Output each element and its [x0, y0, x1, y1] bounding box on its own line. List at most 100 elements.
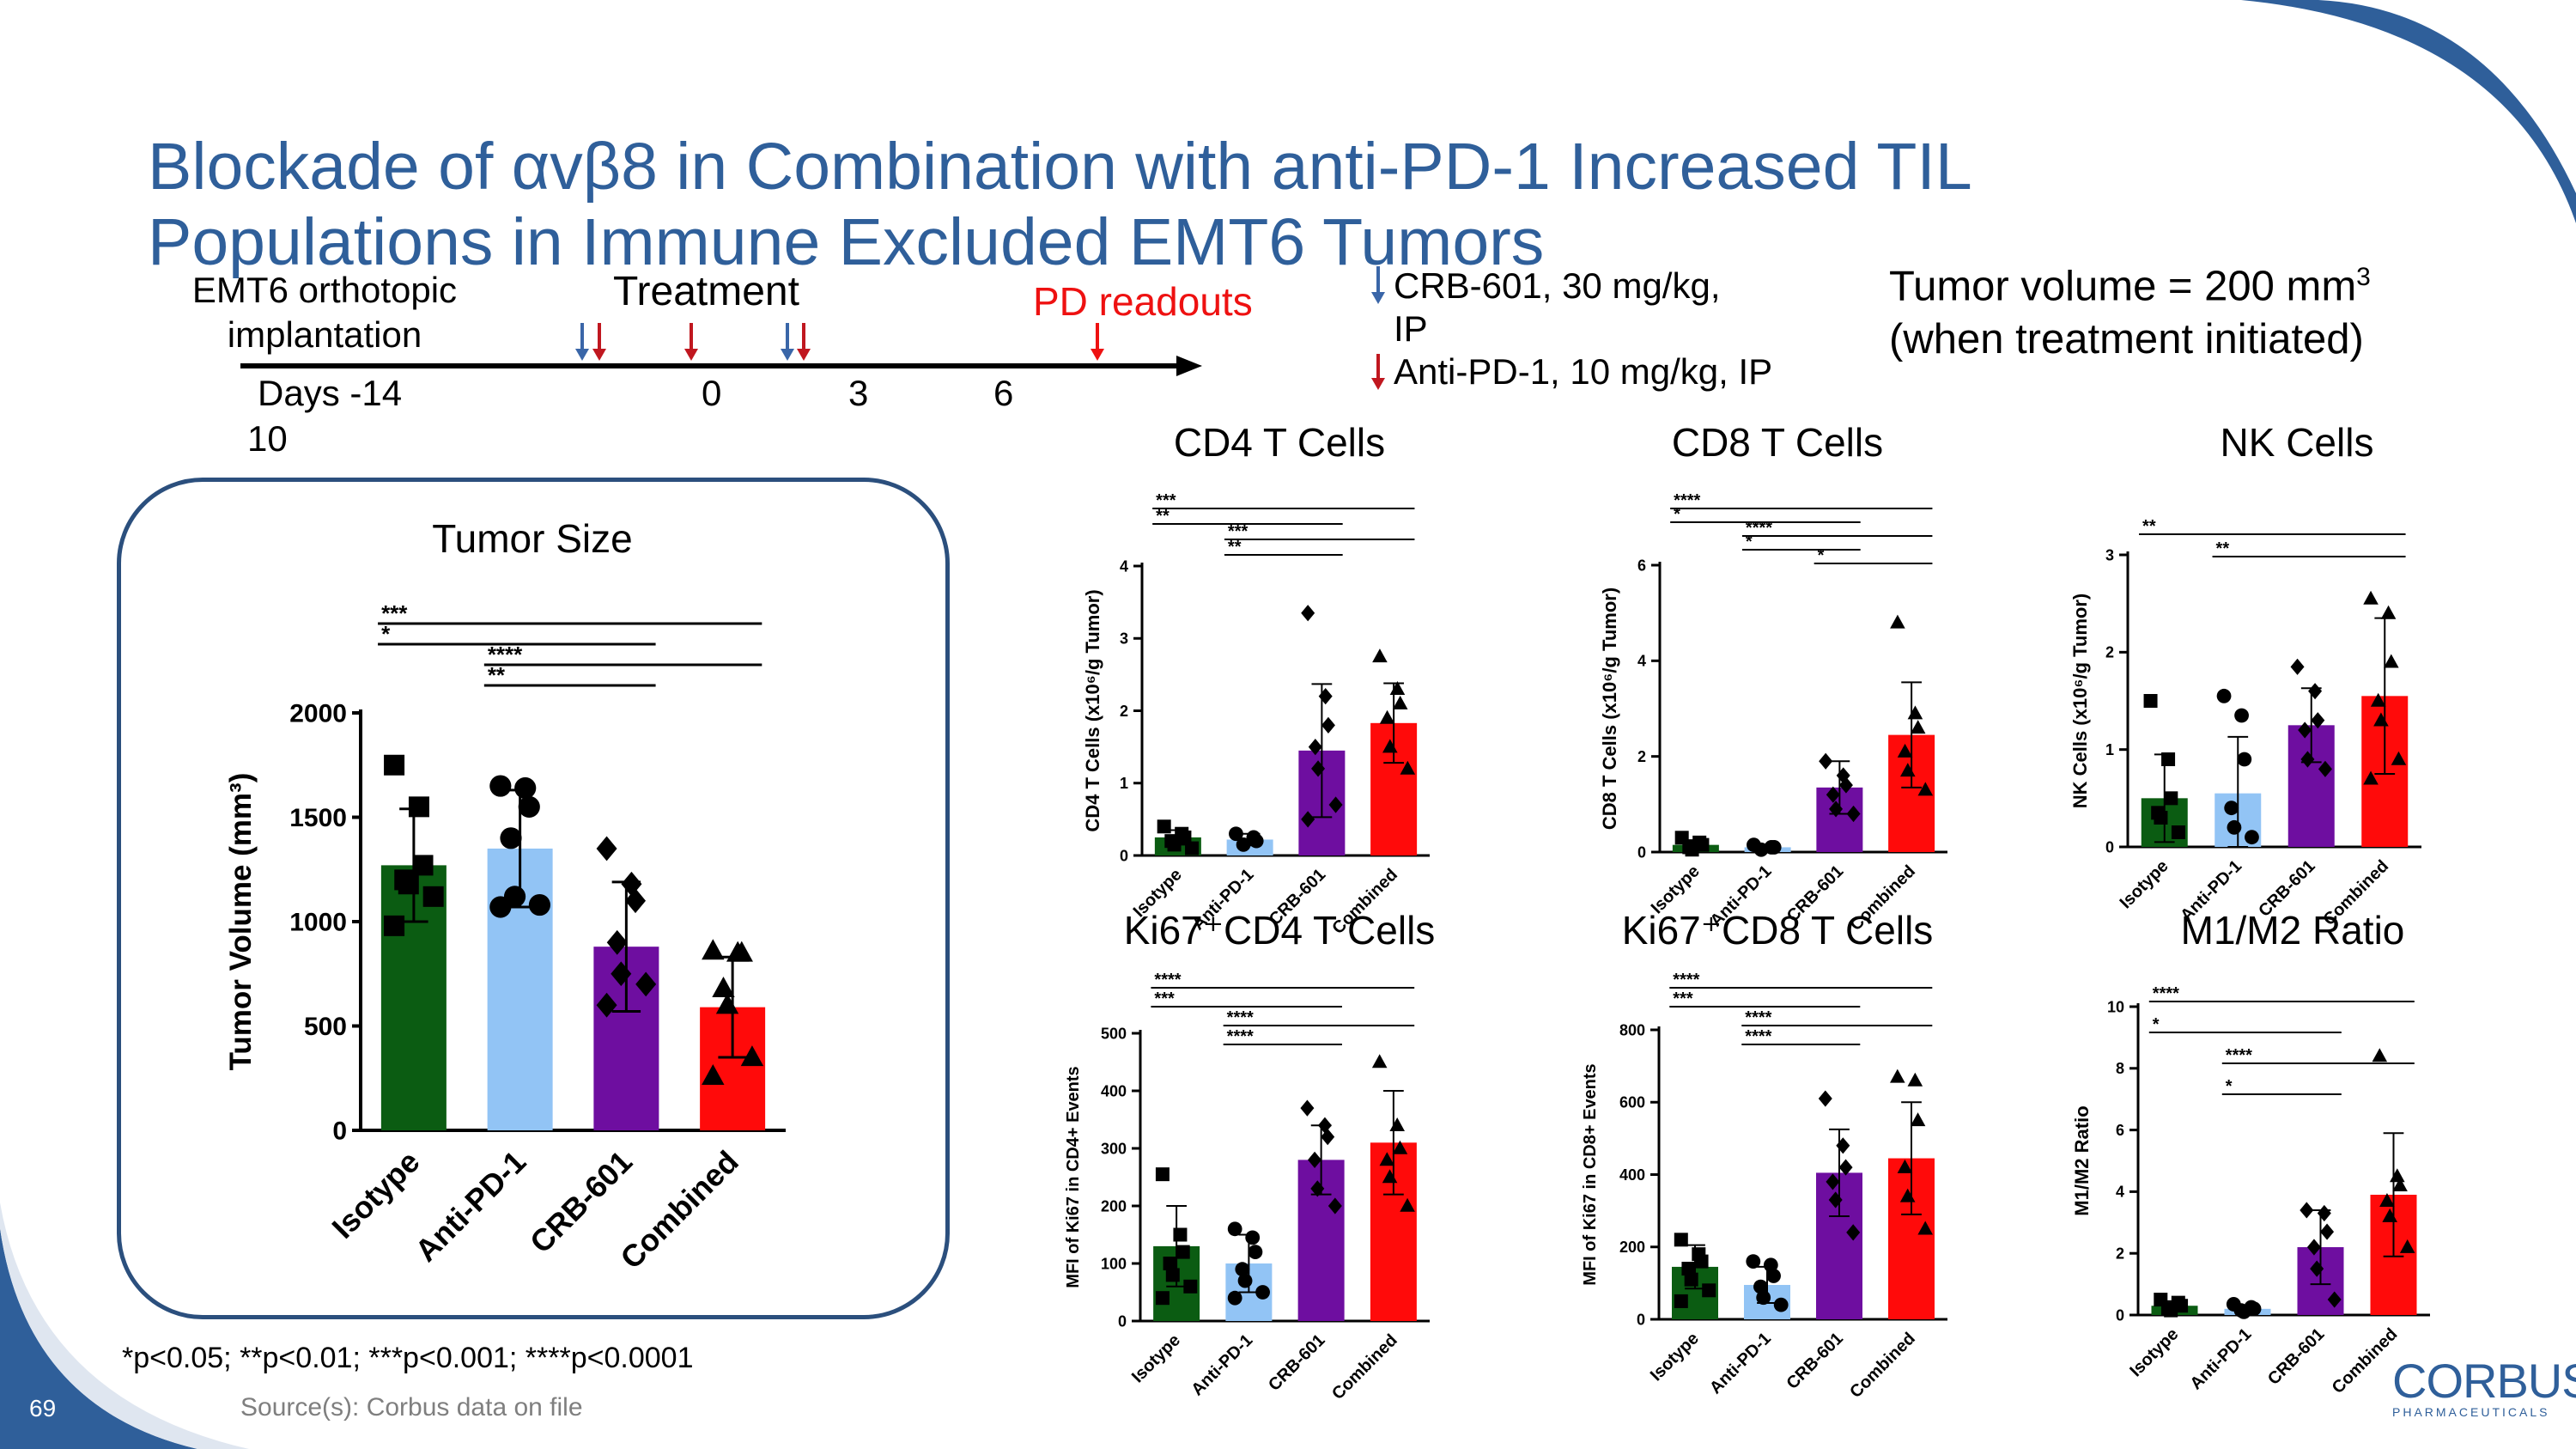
data-point: [412, 855, 434, 876]
y-tick-label: 200: [1101, 1197, 1127, 1215]
data-point: [2384, 654, 2399, 668]
significance-label: **: [1156, 507, 1170, 526]
tumor-volume-line-1: Tumor volume = 200 mm3: [1889, 251, 2371, 313]
data-point: [1917, 782, 1934, 796]
tumor-volume-sup: 3: [2356, 263, 2371, 291]
data-point: [2318, 760, 2332, 777]
significance-label: ***: [1673, 989, 1693, 1008]
significance-label: **: [1228, 538, 1242, 557]
data-point: [1310, 1180, 1325, 1197]
y-axis-label: Tumor Volume (mm³): [224, 773, 258, 1071]
x-tick-label: Combined: [1846, 1329, 1919, 1402]
data-point: [1255, 1285, 1270, 1300]
significance-label: ****: [488, 642, 523, 667]
data-point: [1318, 688, 1333, 705]
data-point: [2227, 819, 2242, 835]
x-tick-label: Isotype: [1130, 865, 1186, 921]
data-point: [2171, 825, 2185, 839]
nk-chart-title: NK Cells: [2220, 420, 2374, 465]
data-point: [2370, 692, 2386, 707]
data-point: [1328, 796, 1343, 813]
data-point: [1245, 1230, 1261, 1245]
dosing-legend-arrows: [1371, 266, 1385, 390]
legend-pd1: Anti-PD-1, 10 mg/kg, IP: [1394, 351, 1773, 392]
significance-label: *: [2153, 1015, 2160, 1034]
y-tick-label: 1000: [289, 909, 347, 937]
y-tick-label: 1: [1120, 775, 1128, 792]
data-point: [2224, 801, 2239, 816]
x-tick-label: CRB-601: [1265, 1330, 1329, 1395]
significance-footnote: *p<0.05; **p<0.01; ***p<0.001; ****p<0.0…: [122, 1342, 694, 1374]
significance-label: ***: [1156, 491, 1176, 510]
data-point: [1917, 1221, 1933, 1235]
data-point: [1897, 743, 1913, 758]
data-point: [1227, 1290, 1242, 1306]
y-axis-label: M1/M2 Ratio: [2071, 1105, 2093, 1215]
data-point: [1900, 763, 1916, 777]
timeline-implant-label: EMT6 orthotopic implantation: [187, 268, 462, 357]
cd8-chart-title: CD8 T Cells: [1671, 420, 1884, 465]
y-tick-label: 400: [1101, 1082, 1127, 1099]
y-tick-label: 8: [2116, 1060, 2124, 1077]
data-point: [2391, 751, 2407, 765]
data-point: [1910, 720, 1926, 734]
significance-label: ****: [1745, 1027, 1771, 1046]
data-point: [1185, 841, 1200, 855]
timeline-day-10: 10: [247, 418, 288, 459]
data-point: [2363, 590, 2379, 605]
data-point: [1674, 1233, 1688, 1247]
timeline-day-0: 0: [702, 373, 722, 413]
significance-label: ****: [1674, 491, 1700, 510]
y-tick-label: 3: [2105, 546, 2114, 563]
data-point: [2308, 683, 2323, 700]
crb-arrow-2: [781, 323, 794, 361]
x-tick-label: Anti-PD-1: [1189, 865, 1258, 934]
data-point: [2164, 1303, 2178, 1318]
data-point: [1890, 1068, 1905, 1083]
crb-arrow-1: [575, 323, 589, 361]
data-point: [2320, 1223, 2335, 1240]
data-point: [2399, 1239, 2415, 1253]
significance-label: ***: [381, 600, 408, 626]
data-point: [1753, 842, 1769, 857]
timeline-days-label: Days -14: [258, 373, 403, 413]
data-point: [1249, 833, 1264, 849]
y-tick-label: 200: [1619, 1239, 1645, 1256]
data-point: [1308, 1151, 1322, 1168]
data-point: [1308, 739, 1322, 756]
data-point: [1400, 760, 1416, 775]
data-point: [489, 896, 512, 918]
y-tick-label: 1: [2105, 741, 2114, 758]
data-point: [611, 961, 632, 987]
timeline-day-3: 3: [848, 373, 869, 413]
data-point: [1826, 786, 1840, 803]
significance-label: *: [381, 621, 391, 647]
data-point: [1229, 826, 1243, 842]
data-point: [1766, 1269, 1781, 1283]
y-tick-label: 1500: [289, 804, 347, 832]
data-point: [2143, 694, 2158, 708]
data-point: [2164, 791, 2178, 806]
data-point: [1157, 819, 1171, 834]
data-point: [1897, 1159, 1913, 1173]
data-point: [1702, 1283, 1716, 1298]
cd4-chart-title: CD4 T Cells: [1173, 420, 1386, 465]
bottom-left-arc-light: [0, 1202, 249, 1449]
data-point: [1756, 1290, 1771, 1306]
page-number: 69: [29, 1395, 57, 1422]
x-tick-label: Combined: [2319, 856, 2392, 929]
x-tick-label: Combined: [1328, 1330, 1401, 1403]
data-point: [1681, 1262, 1696, 1276]
x-tick-label: CRB-601: [2264, 1324, 2329, 1389]
data-point: [2298, 721, 2312, 739]
data-point: [625, 888, 647, 914]
data-point: [1300, 1099, 1315, 1117]
legend-crb-line-1: CRB-601, 30 mg/kg,: [1394, 265, 1721, 306]
y-tick-label: 4: [1637, 653, 1646, 670]
data-point: [1907, 1072, 1923, 1087]
timeline-treatment-label: Treatment: [613, 269, 799, 314]
significance-label: ***: [1228, 522, 1249, 541]
x-tick-label: Isotype: [1128, 1330, 1184, 1386]
chart-cd8: 0 2 4 6 CD8 T Cells (x10⁶/g Tumor) Isotype Ant…: [1599, 491, 1947, 935]
